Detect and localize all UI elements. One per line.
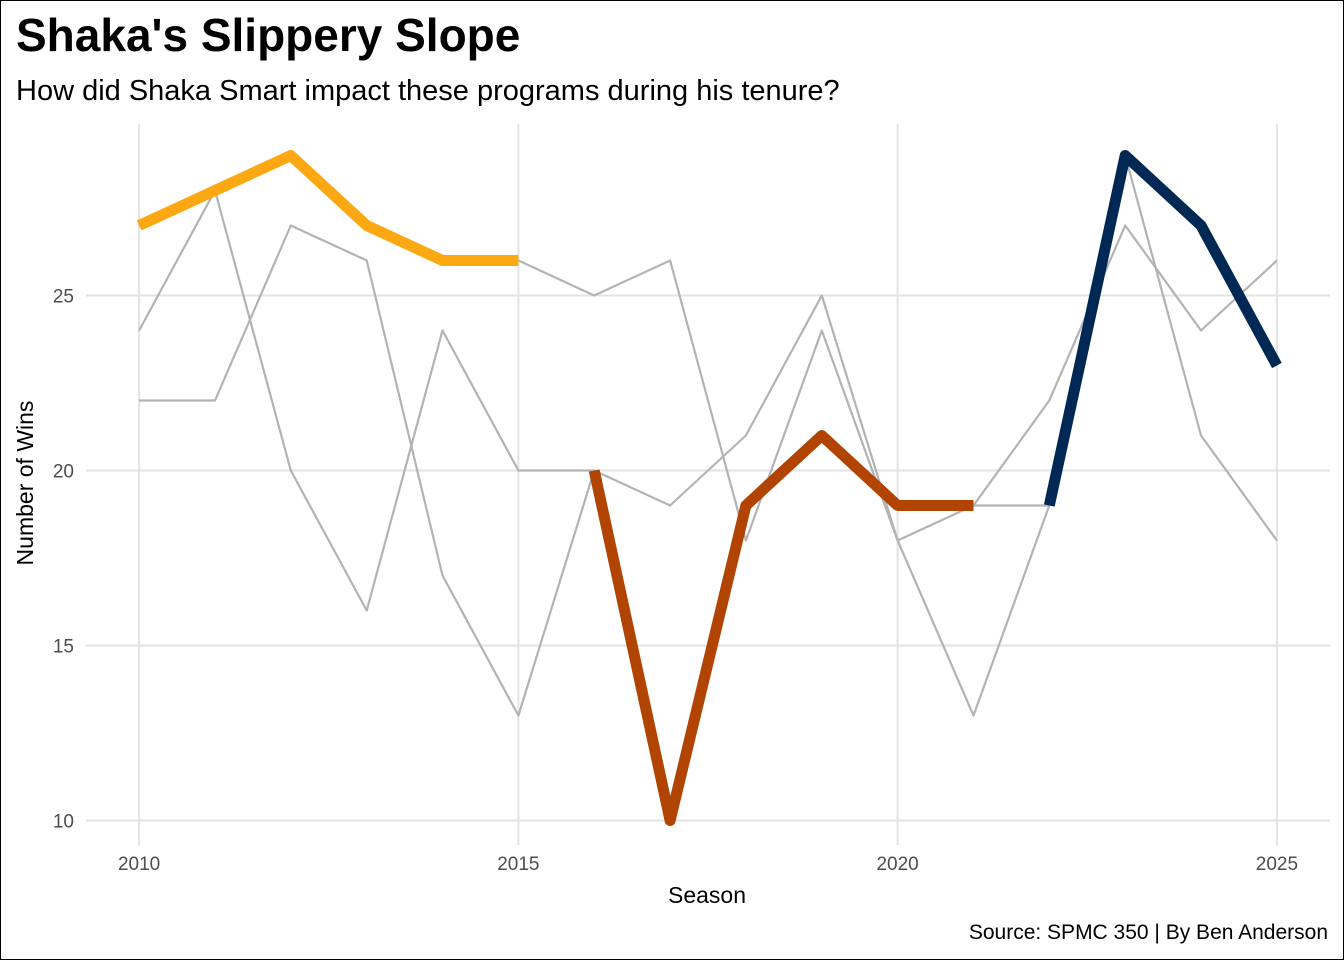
highlight-series-group — [136, 150, 1282, 826]
x-axis-title: Season — [668, 882, 746, 908]
y-tick-label-15: 15 — [53, 637, 74, 658]
x-tick-label-2010: 2010 — [118, 854, 160, 875]
x-tick-label-2020: 2020 — [876, 854, 918, 875]
chart-caption: Source: SPMC 350 | By Ben Anderson — [968, 921, 1328, 944]
highlight-series-line-2 — [588, 430, 974, 826]
chart-title: Shaka's Slippery Slope — [16, 9, 521, 61]
y-axis-title: Number of Wins — [12, 401, 38, 566]
highlight-series-line-3 — [1043, 150, 1282, 507]
gridlines — [86, 124, 1330, 845]
chart-subtitle: How did Shaka Smart impact these program… — [16, 75, 840, 107]
y-tick-label-20: 20 — [53, 462, 74, 483]
x-tick-label-2025: 2025 — [1256, 854, 1298, 875]
x-tick-label-2015: 2015 — [497, 854, 539, 875]
y-tick-label-25: 25 — [53, 287, 74, 308]
y-tick-label-10: 10 — [53, 812, 74, 833]
highlight-series-line-1 — [136, 150, 519, 266]
